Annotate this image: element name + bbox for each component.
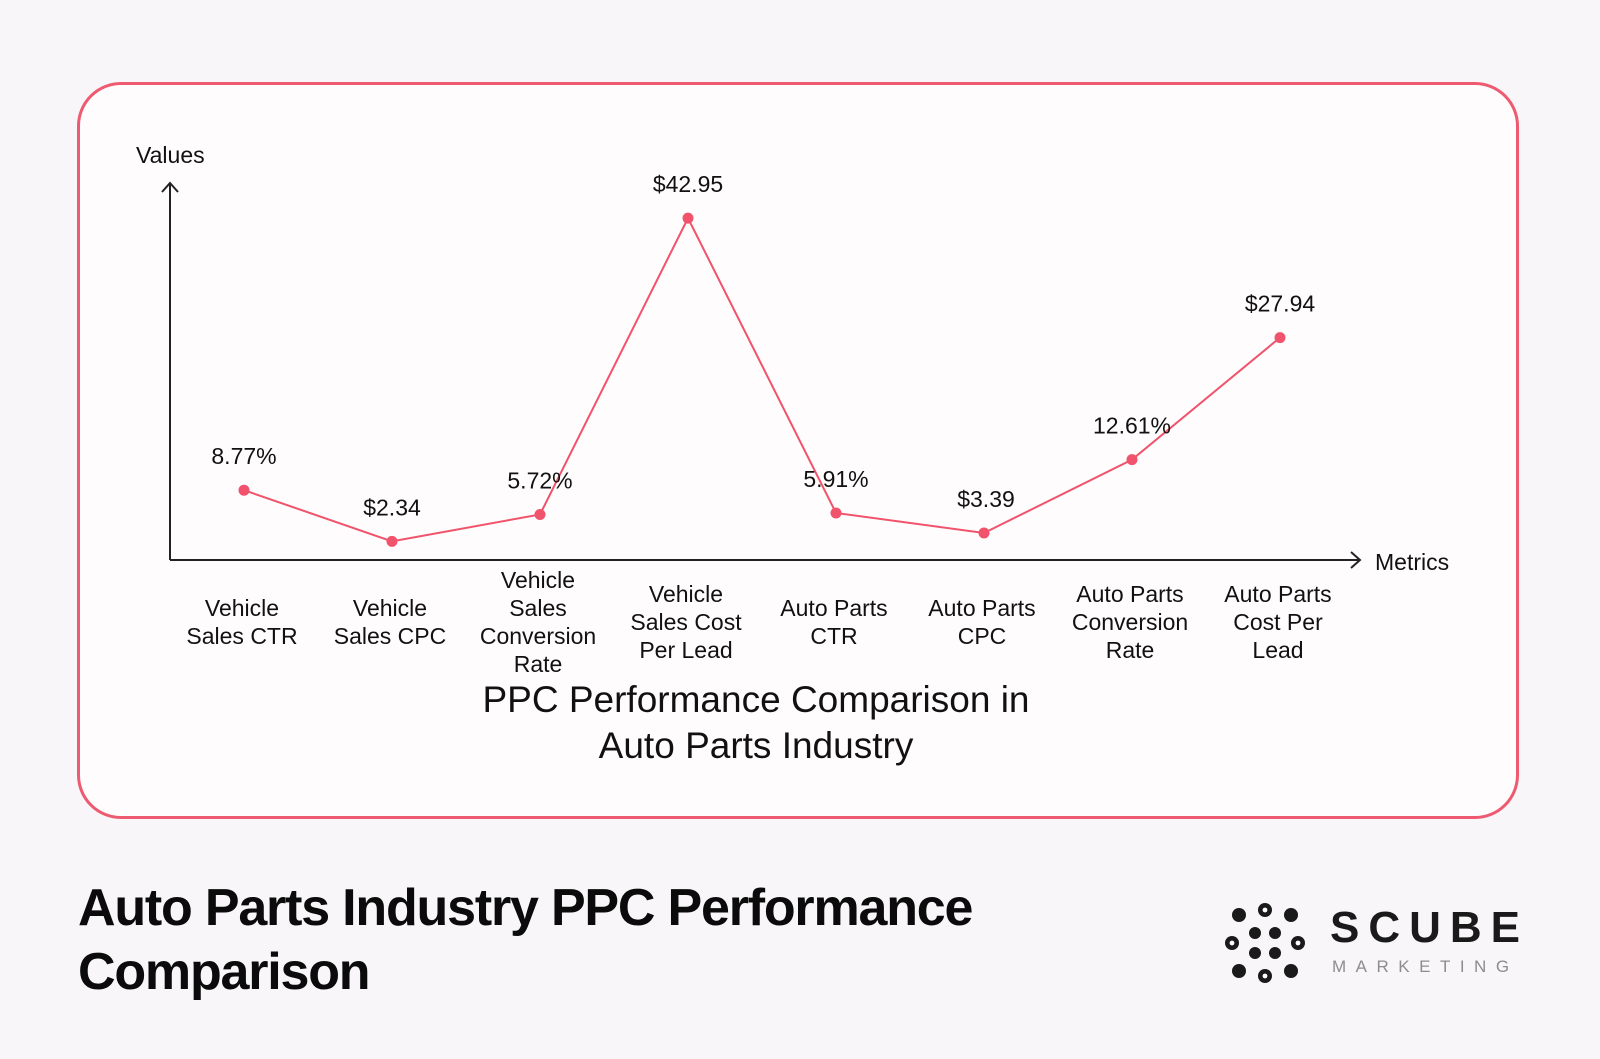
x-tick-label-line: Auto Parts <box>928 595 1035 621</box>
x-tick-label-line: Sales Cost <box>630 609 742 635</box>
data-label: 5.72% <box>507 467 572 493</box>
data-label: 5.91% <box>803 466 868 492</box>
series-line <box>243 215 1281 543</box>
data-point <box>386 535 398 547</box>
x-tick-label-line: Sales CPC <box>334 623 446 649</box>
x-tick-label-line: Sales CTR <box>186 623 297 649</box>
scube-logo-icon <box>1225 903 1305 983</box>
x-tick-label: Vehicle Sales CTR <box>186 595 297 649</box>
x-tick-label-line: Per Lead <box>639 637 732 663</box>
chart-labels: Values Metrics 8.77% $2.34 5.72% $42.95 5.91% $… <box>136 142 1449 766</box>
page-heading: Auto Parts Industry PPC Performance Comp… <box>78 879 973 1001</box>
chart-axes <box>161 181 1362 569</box>
x-axis-arrow-icon <box>1350 551 1362 569</box>
data-point <box>830 507 842 519</box>
x-tick-label-line: CTR <box>810 623 857 649</box>
data-point <box>238 484 250 496</box>
x-tick-label-line: Cost Per <box>1233 609 1323 635</box>
chart-title-line: Auto Parts Industry <box>599 725 914 766</box>
chart-card <box>77 82 1519 819</box>
x-tick-label-line: Auto Parts <box>780 595 887 621</box>
x-tick-label: Auto Parts Cost Per Lead <box>1224 581 1331 663</box>
chart-title-line: PPC Performance Comparison in <box>483 679 1030 720</box>
data-label: $3.39 <box>957 486 1015 512</box>
x-tick-label: Auto Parts Conversion Rate <box>1072 581 1188 663</box>
data-point <box>534 508 546 520</box>
x-tick-label-line: Rate <box>514 651 563 677</box>
scube-logo: SCUBE MARKETING <box>1222 900 1532 990</box>
data-point <box>1126 454 1138 466</box>
x-tick-label-line: Auto Parts <box>1224 581 1331 607</box>
x-tick-label-line: Rate <box>1106 637 1155 663</box>
chart-title: PPC Performance Comparison in Auto Parts … <box>483 679 1030 766</box>
x-tick-label-line: Vehicle <box>649 581 723 607</box>
x-tick-label: Auto Parts CTR <box>780 595 887 649</box>
x-tick-label: Vehicle Sales Conversion Rate <box>480 567 596 677</box>
x-tick-label-line: Vehicle <box>205 595 279 621</box>
data-label: 12.61% <box>1093 413 1171 439</box>
data-label: $2.34 <box>363 494 421 520</box>
x-tick-label-line: Auto Parts <box>1076 581 1183 607</box>
x-tick-label-line: CPC <box>958 623 1007 649</box>
x-tick-label-line: Sales <box>509 595 567 621</box>
x-axis-label: Metrics <box>1375 549 1449 575</box>
data-label: $27.94 <box>1245 291 1316 317</box>
x-tick-label: Vehicle Sales Cost Per Lead <box>630 581 742 663</box>
x-tick-label-line: Vehicle <box>501 567 575 593</box>
x-tick-label-line: Vehicle <box>353 595 427 621</box>
data-point <box>1274 332 1286 344</box>
x-tick-label-line: Conversion <box>1072 609 1188 635</box>
y-axis-arrow-icon <box>161 181 179 193</box>
x-tick-label: Auto Parts CPC <box>928 595 1035 649</box>
data-label: $42.95 <box>653 171 723 197</box>
y-axis-label: Values <box>136 142 205 168</box>
brand-name: SCUBE <box>1330 903 1530 952</box>
data-point <box>978 527 990 539</box>
data-label: 8.77% <box>211 443 276 469</box>
data-point <box>682 212 694 224</box>
x-tick-label: Vehicle Sales CPC <box>334 595 446 649</box>
chart-series <box>238 212 1286 547</box>
brand-tagline: MARKETING <box>1332 957 1519 976</box>
x-tick-label-line: Conversion <box>480 623 596 649</box>
x-tick-label-line: Lead <box>1252 637 1303 663</box>
